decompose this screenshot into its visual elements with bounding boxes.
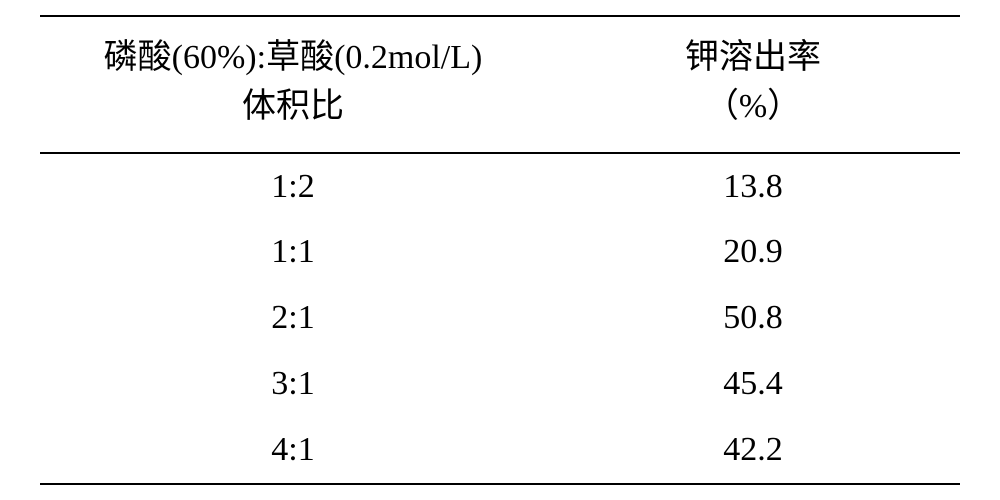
table-row: 1:2 13.8 <box>40 153 960 220</box>
col-header-ratio-line2: 体积比 <box>50 82 536 131</box>
cell-ratio: 1:1 <box>40 219 546 285</box>
data-table-container: 磷酸(60%):草酸(0.2mol/L) 体积比 钾溶出率 （%） 1:2 13… <box>40 15 960 485</box>
col-header-ratio-line1: 磷酸(60%):草酸(0.2mol/L) <box>50 33 536 82</box>
cell-rate: 13.8 <box>546 153 960 220</box>
col-header-rate-line1: 钾溶出率 <box>556 33 950 82</box>
col-header-ratio: 磷酸(60%):草酸(0.2mol/L) 体积比 <box>40 16 546 153</box>
cell-rate: 50.8 <box>546 285 960 351</box>
col-header-rate: 钾溶出率 （%） <box>546 16 960 153</box>
cell-rate: 20.9 <box>546 219 960 285</box>
table-header: 磷酸(60%):草酸(0.2mol/L) 体积比 钾溶出率 （%） <box>40 16 960 153</box>
cell-rate: 45.4 <box>546 351 960 417</box>
table-header-row: 磷酸(60%):草酸(0.2mol/L) 体积比 钾溶出率 （%） <box>40 16 960 153</box>
cell-ratio: 2:1 <box>40 285 546 351</box>
cell-rate: 42.2 <box>546 417 960 484</box>
data-table: 磷酸(60%):草酸(0.2mol/L) 体积比 钾溶出率 （%） 1:2 13… <box>40 15 960 485</box>
col-header-rate-line2: （%） <box>556 82 950 131</box>
cell-ratio: 3:1 <box>40 351 546 417</box>
cell-ratio: 4:1 <box>40 417 546 484</box>
table-row: 2:1 50.8 <box>40 285 960 351</box>
table-row: 3:1 45.4 <box>40 351 960 417</box>
table-body: 1:2 13.8 1:1 20.9 2:1 50.8 3:1 45.4 4:1 … <box>40 153 960 484</box>
table-row: 1:1 20.9 <box>40 219 960 285</box>
table-row: 4:1 42.2 <box>40 417 960 484</box>
cell-ratio: 1:2 <box>40 153 546 220</box>
